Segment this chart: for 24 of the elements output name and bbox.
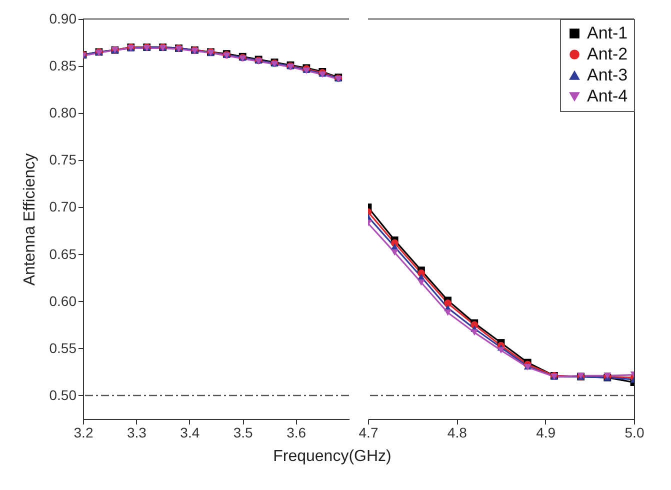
y-tick-label: 0.60 (49, 292, 77, 309)
y-tick-label: 0.70 (49, 198, 77, 215)
x-tick-label: 3.2 (74, 424, 94, 440)
y-tick-label: 0.55 (49, 340, 77, 356)
y-tick-label: 0.65 (49, 246, 77, 262)
x-tick-label: 3.3 (126, 424, 147, 440)
y-tick-label: 0.90 (49, 10, 77, 26)
y-axis-title: Antenna Efficiency (21, 153, 38, 286)
legend-label: Ant-3 (587, 66, 628, 84)
x-tick-label: 3.5 (233, 424, 254, 440)
y-tick-label: 0.80 (49, 104, 77, 121)
legend-label: Ant-4 (587, 86, 628, 106)
x-tick-label: 3.6 (286, 424, 306, 440)
legend-label: Ant-1 (587, 24, 628, 42)
x-tick-label: 5.0 (624, 424, 644, 440)
y-tick-label: 0.50 (49, 386, 77, 403)
y-tick-label: 0.85 (49, 58, 77, 74)
x-tick-label: 4.9 (536, 424, 556, 440)
legend-label: Ant-2 (587, 44, 628, 64)
x-tick-label: 4.8 (447, 424, 468, 440)
x-axis-title: Frequency(GHz) (273, 448, 392, 465)
x-tick-label: 3.4 (180, 424, 200, 440)
x-tick-label: 4.7 (358, 424, 378, 440)
y-tick-label: 0.75 (49, 152, 77, 168)
